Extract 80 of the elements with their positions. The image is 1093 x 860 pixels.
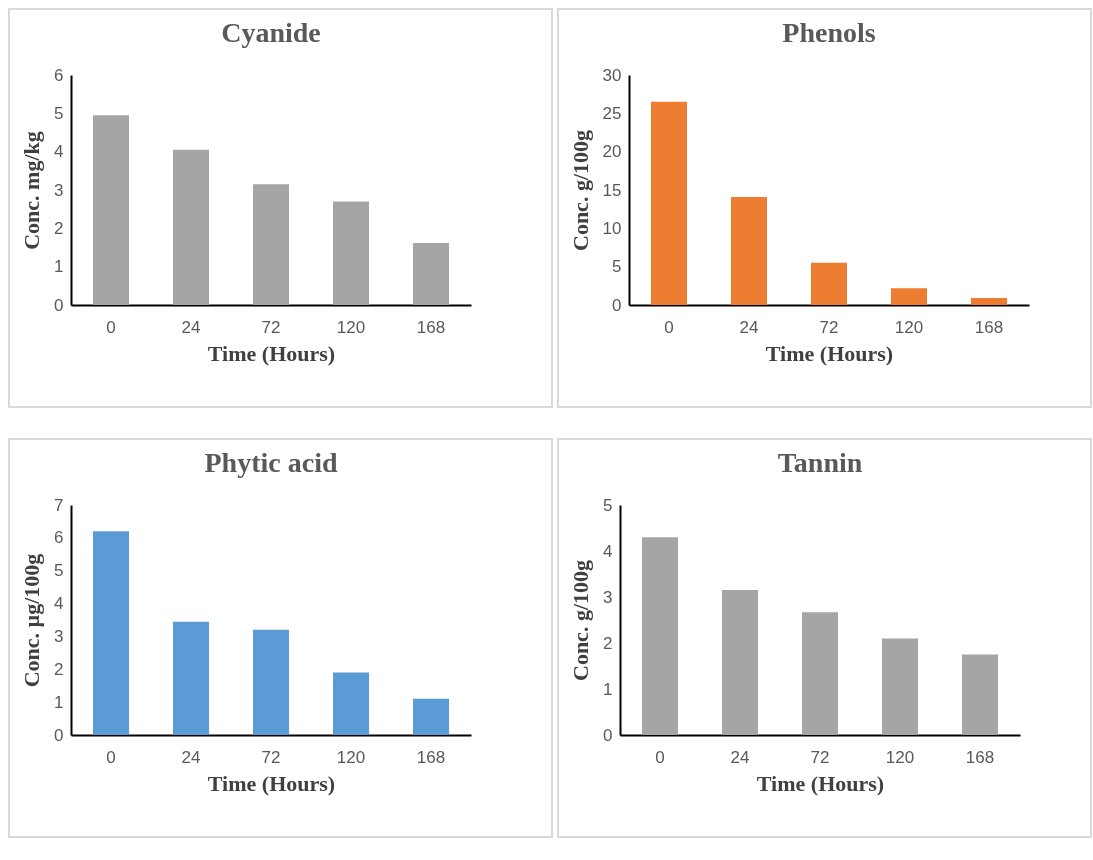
chart-title: Tannin: [777, 447, 863, 478]
x-tick-label: 0: [655, 747, 665, 767]
y-tick-label: 3: [54, 626, 64, 646]
y-tick-label: 7: [54, 495, 64, 515]
x-tick-label: 168: [974, 317, 1004, 337]
x-tick-label: 72: [261, 747, 281, 767]
x-tick-label: 24: [181, 747, 201, 767]
y-tick-label: 0: [54, 725, 64, 745]
x-tick-label: 0: [106, 747, 116, 767]
bar: [253, 629, 289, 735]
y-tick-label: 5: [54, 561, 64, 581]
x-axis-title: Time (Hours): [756, 770, 885, 796]
y-tick-label: 3: [603, 587, 613, 607]
x-tick-label: 120: [336, 317, 366, 337]
x-tick-label: 0: [106, 317, 116, 337]
bar: [333, 201, 369, 305]
y-tick-label: 1: [54, 692, 64, 712]
y-tick-label: 2: [54, 659, 64, 679]
bar: [802, 612, 838, 735]
y-tick-label: 3: [54, 180, 64, 200]
bar: [891, 288, 927, 305]
x-tick-label: 24: [739, 317, 759, 337]
bar: [173, 621, 209, 735]
y-tick-label: 0: [603, 725, 613, 745]
y-axis-title: Conc. mg/kg: [19, 131, 45, 250]
x-tick-label: 72: [261, 317, 281, 337]
x-axis-title: Time (Hours): [765, 340, 894, 366]
y-tick-label: 6: [54, 65, 64, 85]
bar: [93, 531, 129, 735]
y-tick-label: 4: [54, 142, 64, 162]
bar: [722, 590, 758, 735]
y-tick-label: 5: [612, 257, 622, 277]
y-axis-title: Conc. µg/100g: [19, 553, 45, 688]
y-tick-label: 6: [54, 528, 64, 548]
y-tick-label: 25: [602, 103, 622, 123]
chart-title: Phenols: [782, 17, 876, 48]
y-tick-label: 20: [602, 142, 622, 162]
x-axis-title: Time (Hours): [207, 340, 336, 366]
bar: [811, 262, 847, 305]
y-tick-label: 15: [602, 180, 622, 200]
x-tick-label: 168: [965, 747, 995, 767]
bar: [971, 298, 1007, 305]
chart-title: Cyanide: [221, 17, 321, 48]
bar: [413, 698, 449, 735]
bar: [731, 196, 767, 305]
y-tick-label: 30: [602, 65, 622, 85]
chart-title: Phytic acid: [204, 447, 338, 478]
x-tick-label: 72: [810, 747, 830, 767]
x-tick-label: 24: [181, 317, 201, 337]
x-tick-label: 120: [336, 747, 366, 767]
bar: [333, 672, 369, 735]
y-axis-title: Conc. g/100g: [567, 130, 593, 251]
bar: [882, 638, 918, 735]
bar: [173, 149, 209, 305]
y-tick-label: 1: [603, 679, 613, 699]
bar: [253, 184, 289, 305]
y-tick-label: 10: [602, 218, 622, 238]
x-tick-label: 120: [885, 747, 915, 767]
y-tick-label: 0: [54, 295, 64, 315]
y-tick-label: 2: [54, 218, 64, 238]
y-tick-label: 0: [612, 295, 622, 315]
bar: [413, 242, 449, 305]
bar: [93, 115, 129, 305]
bar: [651, 101, 687, 305]
y-tick-label: 1: [54, 257, 64, 277]
y-tick-label: 5: [603, 495, 613, 515]
y-tick-label: 4: [603, 541, 613, 561]
x-axis-title: Time (Hours): [207, 770, 336, 796]
x-tick-label: 24: [730, 747, 750, 767]
bar: [642, 537, 678, 735]
x-tick-label: 168: [416, 747, 446, 767]
x-tick-label: 168: [416, 317, 446, 337]
y-axis-title: Conc. g/100g: [568, 560, 594, 681]
y-tick-label: 4: [54, 594, 64, 614]
x-tick-label: 72: [819, 317, 839, 337]
x-tick-label: 120: [894, 317, 924, 337]
bar: [962, 654, 998, 735]
x-tick-label: 0: [664, 317, 674, 337]
y-tick-label: 2: [603, 633, 613, 653]
y-tick-label: 5: [54, 103, 64, 123]
